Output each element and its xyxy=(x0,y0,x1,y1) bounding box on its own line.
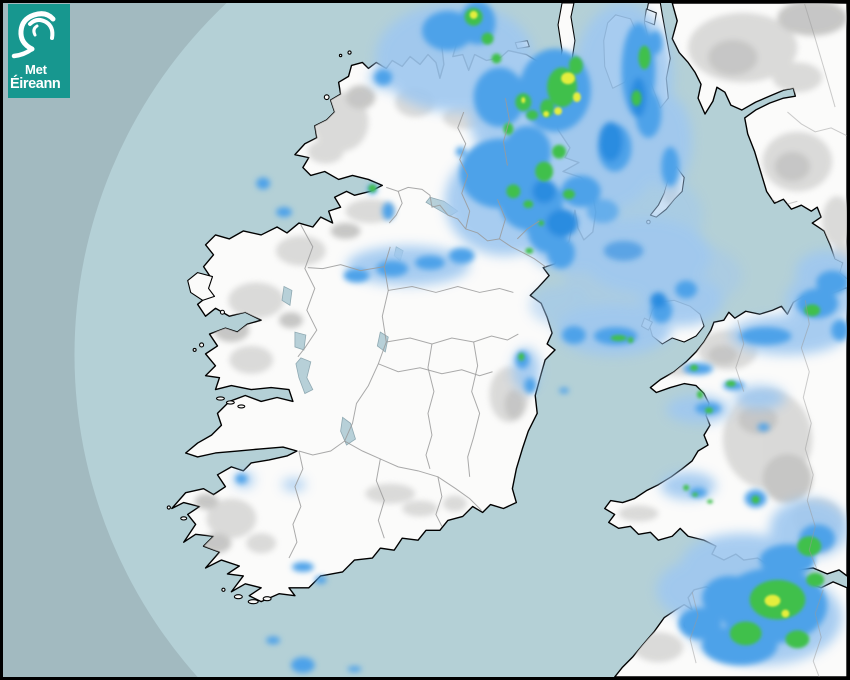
lough-derg xyxy=(340,416,356,446)
weather-radar-map xyxy=(3,3,847,677)
logo-text-met: Met xyxy=(25,62,47,77)
rain-heavy-layer xyxy=(368,7,825,649)
county-borders xyxy=(288,3,847,677)
cyclone-icon xyxy=(11,11,56,59)
rain-overlay xyxy=(234,3,847,674)
logo-text-eireann: Éireann xyxy=(10,76,61,92)
met-eireann-logo: Met Éireann xyxy=(8,4,70,98)
lough-conn xyxy=(281,285,293,306)
rain-intense-layer xyxy=(469,10,790,618)
lough-corrib xyxy=(295,357,314,395)
lough-mask xyxy=(294,331,307,351)
